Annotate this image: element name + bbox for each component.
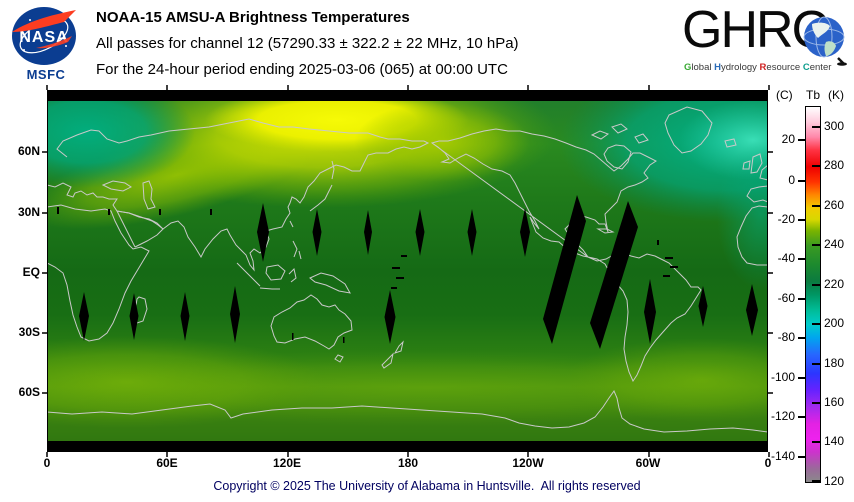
title-block: NOAA-15 AMSU-A Brightness Temperatures A… [96,9,519,87]
colorbar-celsius-0: 0 [788,173,795,187]
colorbar-tick [798,219,806,221]
coastlines [47,106,768,433]
colorbar-tick [798,298,806,300]
x-axis-label-0w: 0 [764,456,772,470]
colorbar-tick [798,377,806,379]
tagline-initial-c: C [802,62,810,73]
colorbar-tick [812,480,820,482]
x-axis-label-60e: 60E [156,456,178,470]
north-polar-gap-band [47,90,768,101]
tagline-rest-h: ydrology [720,62,760,73]
svg-text:NASA: NASA [19,29,68,46]
brightness-temperature-map [42,85,773,457]
colorbar-kelvin-160: 160 [824,395,845,409]
colorbar-tick [798,337,806,339]
colorbar-kelvin-220: 220 [824,277,845,291]
colorbar-tick [812,284,820,286]
colorbar-kelvin-300: 300 [824,119,845,133]
colorbar-tick [798,456,806,458]
x-axis-label-120e: 120E [272,456,302,470]
colorbar-celsius-n100: -100 [770,370,795,384]
page-subtitle-period: For the 24-hour period ending 2025-03-06… [96,61,508,78]
y-axis-label-30s: 30S [18,325,40,339]
page-title: NOAA-15 AMSU-A Brightness Temperatures [96,9,410,26]
south-polar-gap-band [47,441,768,452]
colorbar-kelvin-header: (K) [828,88,844,102]
colorbar-tick [812,244,820,246]
colorbar-tick [798,258,806,260]
colorbar-kelvin-120: 120 [824,474,845,488]
colorbar-tb-header: Tb [806,88,821,102]
colorbar-celsius-n20: -20 [777,212,795,226]
tagline-initial-h: H [714,62,721,73]
y-axis-label-30n: 30N [17,205,40,219]
x-axis-label-60w: 60W [635,456,661,470]
colorbar-celsius-n60: -60 [777,291,795,305]
page-subtitle-channel: All passes for channel 12 (57290.33 ± 32… [96,35,519,52]
colorbar-celsius-n80: -80 [777,330,795,344]
colorbar-kelvin-140: 140 [824,434,845,448]
y-axis-label-eq: EQ [22,265,40,279]
colorbar-tick [798,416,806,418]
tagline-rest-g: lobal [691,62,715,73]
tagline-initial-r: R [759,62,767,73]
colorbar-celsius-n120: -120 [770,409,795,423]
colorbar-kelvin-240: 240 [824,237,845,251]
msfc-label: MSFC [26,67,66,82]
x-axis-label-0e: 0 [43,456,51,470]
globe-icon [803,16,847,66]
colorbar-tick [812,363,820,365]
colorbar-gradient [805,106,821,483]
ghrc-logo[interactable]: GHRC Global Hydrology Resource Center [682,1,850,80]
data-gap-diamonds [57,195,758,349]
y-axis-label-60n: 60N [17,144,40,158]
colorbar-tick [812,205,820,207]
x-axis-label-120w: 120W [512,456,544,470]
colorbar-tick [798,180,806,182]
colorbar-tick [798,139,806,141]
colorbar-tick [812,323,820,325]
colorbar-kelvin-200: 200 [824,316,845,330]
colorbar-celsius-20: 20 [781,132,795,146]
y-axis-label-60s: 60S [18,385,40,399]
map-frame [47,90,768,452]
ghrc-tagline: Global Hydrology Resource Center [684,62,831,73]
colorbar-tick [812,126,820,128]
copyright-notice: Copyright © 2025 The University of Alaba… [213,479,641,493]
colorbar-celsius-n140: -140 [770,449,795,463]
ghrc-acronym: GHRC [682,1,829,59]
colorbar-tick [812,402,820,404]
colorbar-tick [812,441,820,443]
colorbar-celsius-header: (C) [776,88,793,102]
nasa-msfc-logo[interactable]: NASA MSFC [10,6,82,82]
colorbar-kelvin-280: 280 [824,158,845,172]
tagline-rest-c: enter [809,62,832,73]
colorbar-celsius-n40: -40 [777,251,795,265]
colorbar-kelvin-260: 260 [824,198,845,212]
colorbar-kelvin-180: 180 [824,356,845,370]
tagline-initial-g: G [684,62,692,73]
tagline-rest-r: esource [766,62,803,73]
nasa-meatball-icon: NASA [12,7,76,65]
colorbar-tick [812,165,820,167]
x-axis-label-180: 180 [397,456,419,470]
map-axis-ticks [42,85,773,457]
